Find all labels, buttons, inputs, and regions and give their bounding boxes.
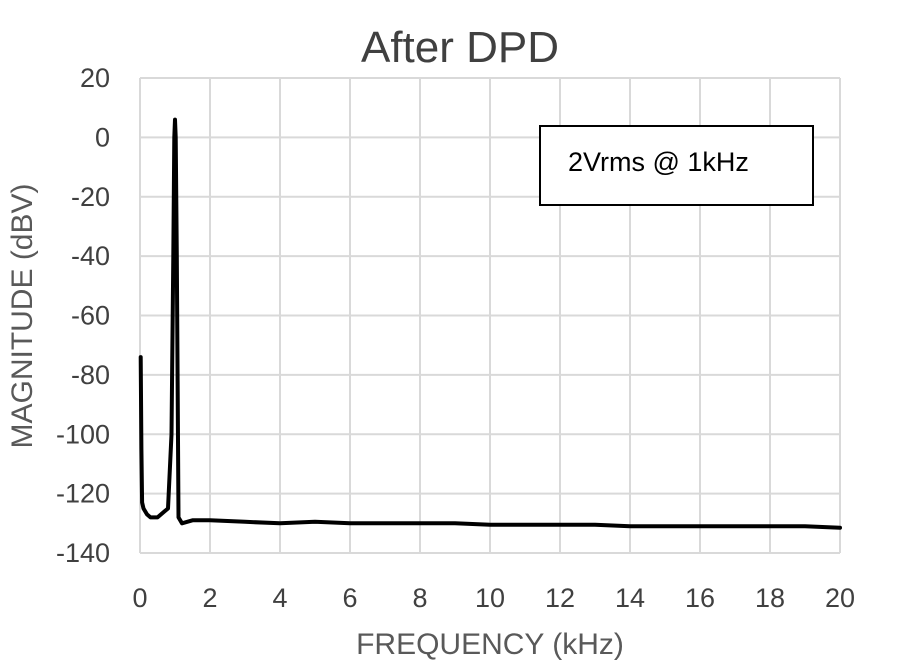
y-tick-label: -60 bbox=[71, 301, 110, 331]
y-tick-label: -80 bbox=[71, 360, 110, 390]
y-tick-label: 0 bbox=[95, 122, 110, 152]
series-layer bbox=[138, 117, 842, 530]
x-tick-label: 0 bbox=[132, 583, 147, 613]
y-tick-label: -100 bbox=[56, 419, 110, 449]
y-axis-title: MAGNITUDE (dBV) bbox=[6, 183, 39, 448]
x-tick-label: 12 bbox=[545, 583, 575, 613]
y-tick-label: -140 bbox=[56, 538, 110, 568]
x-tick-label: 16 bbox=[685, 583, 715, 613]
x-tick-label: 20 bbox=[825, 583, 855, 613]
x-axis-title: FREQUENCY (kHz) bbox=[356, 628, 624, 661]
annotation-box: 2Vrms @ 1kHz bbox=[539, 125, 814, 206]
x-tick-label: 8 bbox=[412, 583, 427, 613]
y-tick-label: 20 bbox=[80, 63, 110, 93]
x-tick-label: 14 bbox=[615, 583, 645, 613]
x-tick-label: 10 bbox=[475, 583, 505, 613]
x-tick-label: 4 bbox=[272, 583, 287, 613]
x-tick-label: 18 bbox=[755, 583, 785, 613]
chart-title: After DPD bbox=[361, 23, 559, 72]
x-tick-label: 2 bbox=[202, 583, 217, 613]
tick-layer: 0 2 4 6 8 10 12 14 16 18 20 20 0 -20 -40 -60 -80 -100 -120… bbox=[56, 63, 855, 613]
y-tick-label: -20 bbox=[71, 182, 110, 212]
y-tick-label: -40 bbox=[71, 241, 110, 271]
annotation-border bbox=[539, 125, 814, 206]
annotation-text: 2Vrms @ 1kHz bbox=[568, 147, 749, 177]
x-tick-label: 6 bbox=[342, 583, 357, 613]
series-line-0 bbox=[138, 117, 842, 530]
y-tick-label: -120 bbox=[56, 479, 110, 509]
